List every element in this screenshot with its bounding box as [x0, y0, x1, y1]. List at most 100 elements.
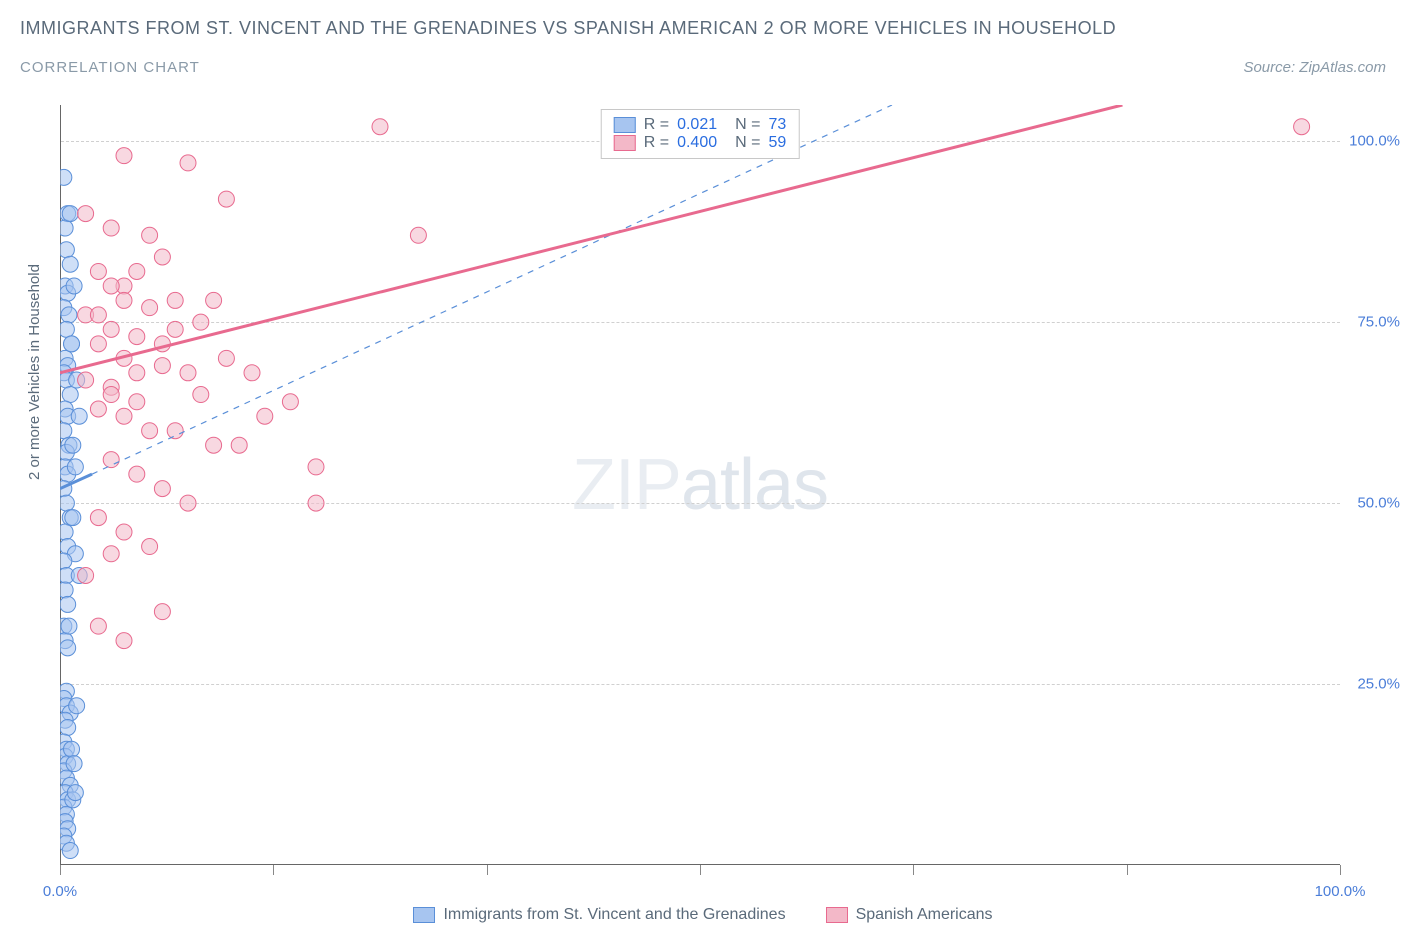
page-title: IMMIGRANTS FROM ST. VINCENT AND THE GREN…: [20, 18, 1386, 39]
data-point: [1294, 119, 1310, 135]
data-point: [90, 618, 106, 634]
data-point: [180, 365, 196, 381]
data-point: [90, 401, 106, 417]
trend-line: [92, 105, 892, 474]
data-point: [103, 387, 119, 403]
data-point: [103, 452, 119, 468]
data-point: [282, 394, 298, 410]
data-point: [78, 567, 94, 583]
data-point: [116, 292, 132, 308]
legend-item-1: Spanish Americans: [826, 906, 993, 924]
y-tick-label: 50.0%: [1357, 495, 1400, 512]
data-point: [231, 437, 247, 453]
data-point: [129, 466, 145, 482]
data-point: [71, 408, 87, 424]
data-point: [60, 553, 72, 569]
data-point: [308, 459, 324, 475]
legend-stats: R = 0.021 N = 73 R = 0.400 N = 59: [601, 109, 800, 159]
r-label-1: R =: [644, 134, 669, 152]
data-point: [60, 423, 72, 439]
scatter-svg: [60, 105, 1340, 865]
data-point: [206, 292, 222, 308]
data-point: [308, 495, 324, 511]
chart-subtitle: CORRELATION CHART: [20, 59, 200, 76]
data-point: [60, 220, 73, 236]
data-point: [193, 387, 209, 403]
data-point: [193, 314, 209, 330]
n-value-1: 59: [768, 134, 786, 152]
x-tick: [700, 865, 701, 875]
data-point: [167, 423, 183, 439]
data-point: [90, 263, 106, 279]
legend-bottom: Immigrants from St. Vincent and the Gren…: [0, 906, 1406, 924]
n-label-1: N =: [735, 134, 760, 152]
data-point: [67, 785, 83, 801]
data-point: [66, 756, 82, 772]
sub-row: CORRELATION CHART Source: ZipAtlas.com: [20, 59, 1386, 76]
data-point: [154, 604, 170, 620]
data-point: [60, 596, 76, 612]
data-point: [60, 524, 73, 540]
data-point: [103, 546, 119, 562]
n-label-0: N =: [735, 116, 760, 134]
data-point: [116, 633, 132, 649]
data-point: [62, 206, 78, 222]
r-value-0: 0.021: [677, 116, 717, 134]
data-point: [154, 358, 170, 374]
data-point: [142, 300, 158, 316]
plot-area: ZIPatlas R = 0.021 N = 73 R = 0.400 N = …: [60, 105, 1340, 865]
data-point: [60, 582, 73, 598]
data-point: [410, 227, 426, 243]
data-point: [62, 387, 78, 403]
data-point: [129, 329, 145, 345]
x-tick: [487, 865, 488, 875]
data-point: [61, 307, 77, 323]
data-point: [62, 843, 78, 859]
data-point: [218, 350, 234, 366]
data-point: [257, 408, 273, 424]
data-point: [60, 495, 74, 511]
y-tick-label: 75.0%: [1357, 314, 1400, 331]
legend-stats-row-1: R = 0.400 N = 59: [614, 134, 787, 152]
data-point: [116, 408, 132, 424]
data-point: [78, 206, 94, 222]
data-point: [103, 321, 119, 337]
data-point: [218, 191, 234, 207]
data-point: [154, 249, 170, 265]
chart-header: IMMIGRANTS FROM ST. VINCENT AND THE GREN…: [0, 0, 1406, 76]
trend-line: [60, 105, 1122, 373]
x-tick: [1127, 865, 1128, 875]
data-point: [60, 719, 76, 735]
data-point: [372, 119, 388, 135]
legend-swatch-1: [614, 135, 636, 151]
legend-bottom-swatch-0: [413, 907, 435, 923]
legend-bottom-swatch-1: [826, 907, 848, 923]
data-point: [103, 220, 119, 236]
n-value-0: 73: [768, 116, 786, 134]
data-point: [180, 155, 196, 171]
legend-swatch-0: [614, 117, 636, 133]
data-point: [206, 437, 222, 453]
data-point: [103, 278, 119, 294]
x-tick: [1340, 865, 1341, 875]
data-point: [116, 148, 132, 164]
data-point: [65, 437, 81, 453]
data-point: [65, 510, 81, 526]
data-point: [167, 321, 183, 337]
data-point: [129, 263, 145, 279]
data-point: [69, 698, 85, 714]
data-point: [60, 169, 72, 185]
data-point: [62, 256, 78, 272]
data-point: [90, 307, 106, 323]
x-tick-label: 100.0%: [1315, 883, 1366, 900]
x-tick: [273, 865, 274, 875]
data-point: [90, 510, 106, 526]
x-tick: [913, 865, 914, 875]
data-point: [116, 524, 132, 540]
y-tick-label: 100.0%: [1349, 133, 1400, 150]
y-axis-label: 2 or more Vehicles in Household: [26, 264, 43, 480]
data-point: [167, 292, 183, 308]
data-point: [129, 365, 145, 381]
legend-item-0: Immigrants from St. Vincent and the Gren…: [413, 906, 785, 924]
legend-bottom-label-1: Spanish Americans: [856, 906, 993, 924]
